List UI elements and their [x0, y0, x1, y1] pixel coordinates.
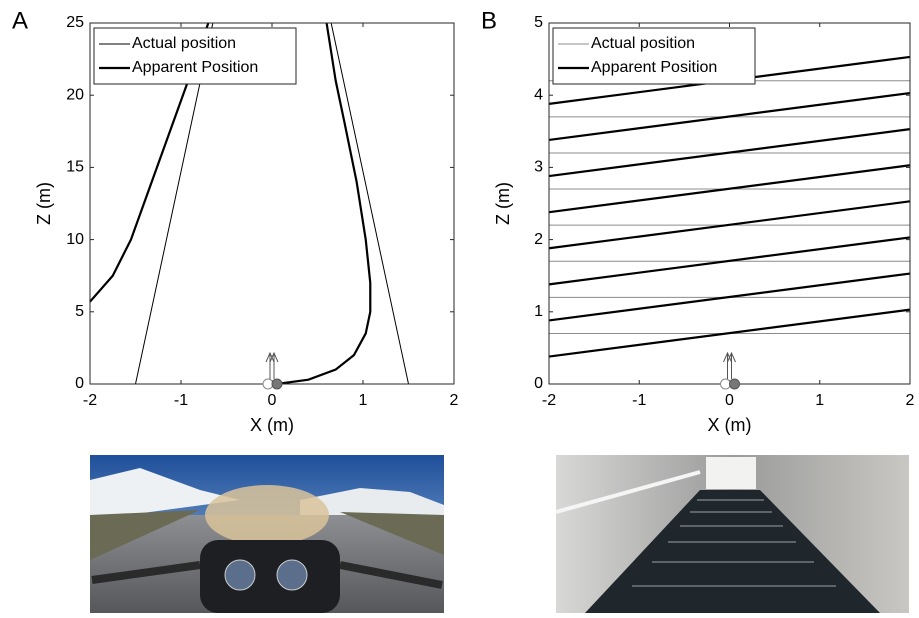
legend-box [552, 27, 756, 85]
observer-arrowhead [723, 351, 736, 363]
x-tick-label: 1 [359, 392, 368, 409]
legend-label: Apparent Position [132, 59, 258, 76]
legend-label: Apparent Position [591, 59, 717, 76]
y-tick-label: 4 [534, 86, 543, 103]
y-axis-label: Z (m) [493, 182, 513, 225]
observer-eye [271, 378, 283, 390]
y-tick-label: 20 [66, 86, 84, 103]
x-tick-label: 0 [725, 392, 734, 409]
observer-eye [729, 378, 740, 390]
x-axis-label: X (m) [708, 415, 752, 435]
observer-arrowhead [265, 351, 279, 363]
photo-motorcycle [90, 455, 444, 613]
y-tick-label: 1 [534, 303, 543, 320]
y-tick-label: 25 [66, 14, 84, 31]
panel-label: B [481, 7, 497, 34]
legend-label: Actual position [132, 35, 236, 52]
x-tick-label: -1 [174, 392, 188, 409]
x-tick-label: -2 [83, 392, 97, 409]
y-tick-label: 15 [66, 159, 84, 176]
photo-stairs [555, 455, 909, 613]
y-tick-label: 2 [534, 231, 543, 248]
y-tick-label: 10 [66, 231, 84, 248]
y-tick-label: 0 [75, 375, 84, 392]
legend-box [93, 27, 297, 85]
legend-label: Actual position [591, 35, 695, 52]
x-axis-label: X (m) [250, 415, 294, 435]
x-tick-label: -1 [632, 392, 646, 409]
y-tick-label: 0 [534, 375, 543, 392]
series-line [548, 55, 911, 358]
x-tick-label: 0 [268, 392, 277, 409]
y-tick-label: 3 [534, 159, 543, 176]
panel-label: A [12, 7, 28, 34]
y-tick-label: 5 [75, 303, 84, 320]
x-tick-label: -2 [542, 392, 556, 409]
x-tick-label: 2 [906, 392, 915, 409]
x-tick-label: 1 [815, 392, 824, 409]
y-tick-label: 5 [534, 14, 543, 31]
y-axis-label: Z (m) [34, 182, 54, 225]
x-tick-label: 2 [450, 392, 459, 409]
